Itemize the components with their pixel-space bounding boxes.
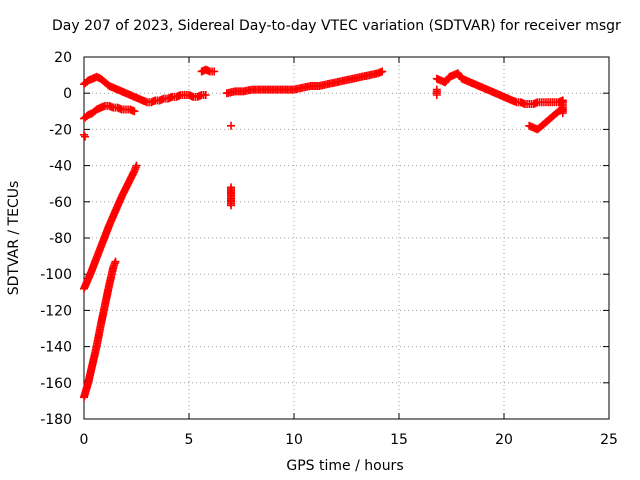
data-point <box>378 67 387 76</box>
y-axis-label: SDTVAR / TECUs <box>6 181 22 296</box>
y-tick-label: -120 <box>40 303 72 319</box>
series-segment-late-arc <box>432 69 567 109</box>
data-point <box>130 107 139 116</box>
y-tick-label: -60 <box>49 195 72 211</box>
y-tick-label: -180 <box>40 412 72 428</box>
series-segment-early-lower-arc <box>80 101 139 123</box>
y-tick-label: 20 <box>54 50 72 66</box>
y-tick-label: -80 <box>49 231 72 247</box>
data-point <box>210 67 219 76</box>
x-tick-label: 20 <box>495 432 513 448</box>
y-tick-label: -160 <box>40 376 72 392</box>
data-point <box>227 121 235 130</box>
data-point <box>111 257 120 266</box>
data-points <box>80 65 567 402</box>
x-axis-label: GPS time / hours <box>286 458 403 474</box>
series-segment-steep-rise-a <box>80 161 141 293</box>
x-tick-label: 25 <box>600 432 618 448</box>
data-point <box>80 130 88 139</box>
series-segment-early-upper-arc <box>80 72 210 107</box>
x-tick-label: 5 <box>185 432 194 448</box>
series-segment-mid-baseline <box>222 67 387 98</box>
y-tick-label: -20 <box>49 122 72 138</box>
x-tick-label: 10 <box>285 432 303 448</box>
plot-frame <box>83 56 610 420</box>
y-tick-label: -140 <box>40 340 72 356</box>
y-tick-label: -100 <box>40 267 72 283</box>
data-point <box>558 109 567 118</box>
data-point <box>227 201 235 210</box>
x-tick-label: 15 <box>390 432 408 448</box>
series-segment-isolated-start <box>80 130 90 141</box>
data-point <box>81 132 90 141</box>
grid-lines <box>84 57 609 419</box>
data-point <box>132 161 141 170</box>
y-tick-label: -40 <box>49 159 72 175</box>
series-segment-late-vertical <box>432 85 567 118</box>
series-segment-upper-dash <box>197 65 219 76</box>
series-segment-steep-rise-b <box>80 257 120 402</box>
data-point <box>432 91 441 100</box>
x-tick-label: 0 <box>80 432 89 448</box>
data-point <box>201 91 210 100</box>
series-segment-outliers-7h <box>227 121 235 210</box>
chart-title: Day 207 of 2023, Sidereal Day-to-day VTE… <box>52 18 621 34</box>
axes <box>83 56 610 420</box>
y-tick-label: 0 <box>63 86 72 102</box>
tick-labels: 0 5 10 15 20 25 20 0 -20 -40 -60 -80 -100 -120 -140 -16… <box>40 50 618 448</box>
